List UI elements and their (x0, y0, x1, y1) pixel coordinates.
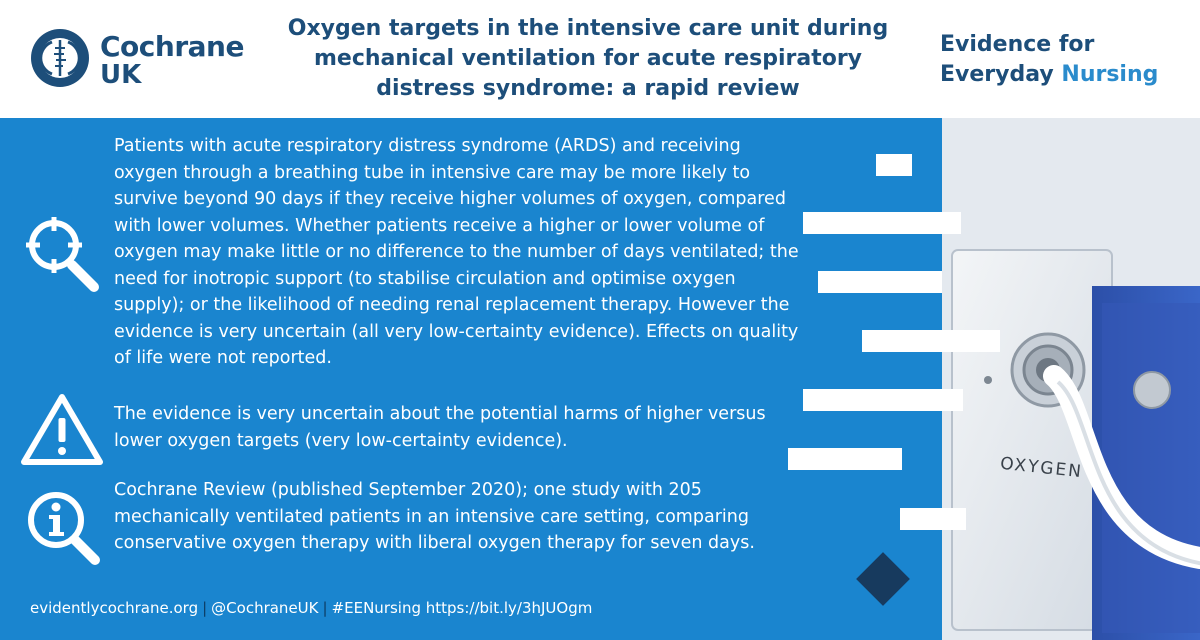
oxygen-outlet-photo: OXYGEN (942, 118, 1200, 640)
decor-bar-3 (818, 271, 942, 293)
decor-bar-4 (862, 330, 1000, 352)
footer-site-link[interactable]: evidentlycochrane.org (30, 599, 199, 617)
tagline-line-2: Everyday Nursing (940, 60, 1180, 90)
tagline-nursing: Nursing (1061, 62, 1159, 87)
cochrane-uk-logo[interactable]: Cochrane UK (28, 26, 268, 96)
tagline-line-1: Evidence for (940, 32, 1095, 57)
header: Cochrane UK Oxygen targets in the intens… (0, 0, 1200, 118)
warning-triangle-icon (21, 394, 103, 465)
info-magnifier-icon (28, 492, 100, 565)
decor-bar-2 (803, 212, 961, 234)
content-panel (0, 118, 942, 640)
footer: evidentlycochrane.org | @CochraneUK | #EENur… (30, 599, 592, 617)
review-info-text: Cochrane Review (published September 202… (114, 480, 755, 553)
decor-bar-5 (803, 389, 963, 411)
footer-separator: | (202, 599, 208, 617)
footer-separator: | (322, 599, 328, 617)
key-findings-text: Patients with acute respiratory distress… (114, 136, 799, 368)
footer-hashtag-link[interactable]: #EENursing https://bit.ly/3hJUOgm (331, 599, 593, 617)
logo-sub: UK (100, 60, 142, 90)
page-title: Oxygen targets in the intensive care uni… (287, 16, 889, 101)
cochrane-logo-icon (31, 29, 89, 87)
decor-bar-6 (788, 448, 902, 470)
tagline: Evidence for Everyday Nursing (940, 30, 1180, 90)
logo-name: Cochrane (100, 30, 244, 63)
tagline-everyday: Everyday (940, 62, 1062, 87)
oxygen-outlet-illustration (942, 118, 1200, 640)
footer-twitter-link[interactable]: @CochraneUK (211, 599, 319, 617)
magnifier-crosshair-icon (26, 217, 99, 292)
decor-bar-1 (876, 154, 912, 176)
decor-bar-7 (900, 508, 966, 530)
harms-text: The evidence is very uncertain about the… (114, 404, 766, 451)
